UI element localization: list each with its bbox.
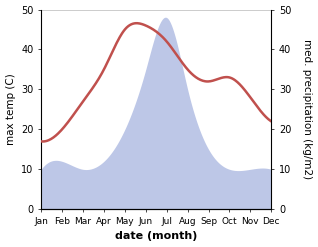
Y-axis label: med. precipitation (kg/m2): med. precipitation (kg/m2) — [302, 39, 313, 180]
X-axis label: date (month): date (month) — [115, 231, 197, 242]
Y-axis label: max temp (C): max temp (C) — [5, 74, 16, 145]
